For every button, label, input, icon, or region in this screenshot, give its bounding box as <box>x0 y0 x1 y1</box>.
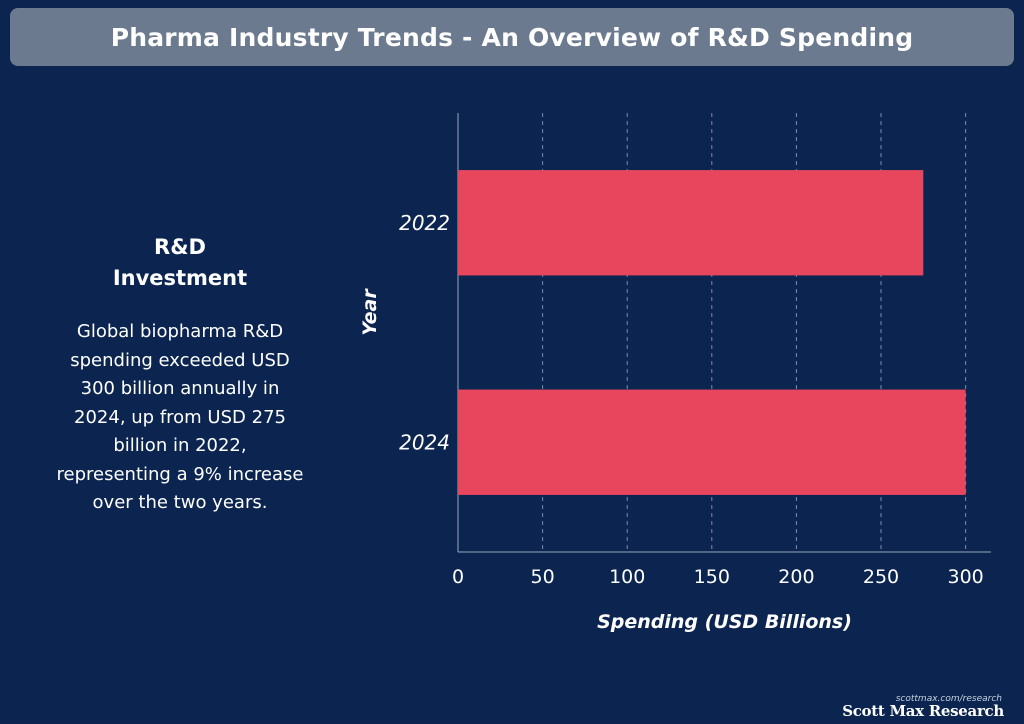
x-tick-label: 300 <box>947 566 983 588</box>
insight-line: 2024, up from USD 275 <box>74 406 286 428</box>
insight-panel: R&D Investment Global biopharma R&D spen… <box>40 232 320 518</box>
insight-line: 300 billion annually in <box>80 378 280 399</box>
bar-2024 <box>458 389 966 495</box>
x-tick-label: 50 <box>531 566 555 588</box>
page-title: Pharma Industry Trends - An Overview of … <box>110 22 914 52</box>
title-bar: Pharma Industry Trends - An Overview of … <box>10 8 1014 66</box>
insight-heading-line2: Investment <box>112 266 248 290</box>
insight-line: billion in 2022, <box>113 435 247 456</box>
footer-brand-logo: Scott Max Research <box>842 702 1004 720</box>
insight-line: spending exceeded USD <box>70 349 290 371</box>
insight-line: over the two years. <box>92 492 268 513</box>
x-tick-label: 250 <box>863 566 899 588</box>
bar-2022 <box>458 170 924 276</box>
insight-line: representing a 9% increase <box>56 463 304 485</box>
x-tick-label: 150 <box>694 566 730 588</box>
y-axis-title: Year <box>359 288 381 336</box>
x-axis-title: Spending (USD Billions) <box>597 611 852 633</box>
insight-line: Global biopharma R&D <box>76 321 284 342</box>
insight-body: Global biopharma R&D spending exceeded U… <box>40 318 320 518</box>
y-tick-label: 2024 <box>399 430 450 454</box>
y-tick-label: 2022 <box>399 211 450 235</box>
insight-heading-line1: R&D <box>154 235 206 259</box>
x-tick-label: 100 <box>609 566 645 588</box>
insight-heading: R&D Investment <box>40 232 320 294</box>
x-tick-label: 200 <box>778 566 814 588</box>
x-tick-label: 0 <box>452 566 464 588</box>
footer-url: scottmax.com/research <box>895 694 1002 704</box>
